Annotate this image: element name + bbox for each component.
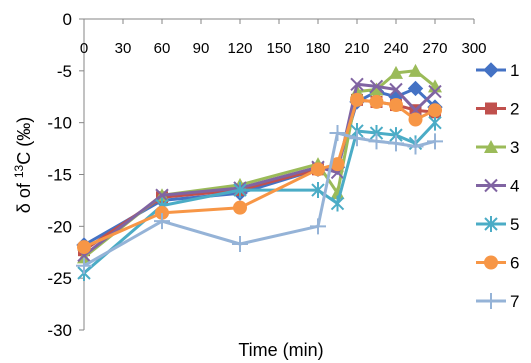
y-axis-label-unit: C (‰) xyxy=(14,117,34,165)
series-line xyxy=(83,98,436,249)
data-point xyxy=(388,135,404,152)
series-7 xyxy=(76,125,443,274)
data-point xyxy=(311,162,325,177)
y-tick-label: -30 xyxy=(47,321,72,340)
data-point xyxy=(369,79,384,94)
data-point xyxy=(389,98,403,113)
x-axis-label: Time (min) xyxy=(238,340,323,360)
x-tick-label: 120 xyxy=(227,40,252,57)
legend-item-6: 6 xyxy=(476,254,519,273)
series-6 xyxy=(77,92,442,255)
legend-label: 3 xyxy=(510,138,519,157)
legend-item-3: 3 xyxy=(476,138,519,157)
data-point xyxy=(77,240,91,255)
legend-item-7: 7 xyxy=(476,292,519,311)
data-point xyxy=(428,114,442,131)
data-point xyxy=(483,293,499,309)
data-point xyxy=(408,112,423,127)
data-point xyxy=(389,82,403,97)
data-point xyxy=(155,205,169,220)
legend-label: 4 xyxy=(510,177,519,196)
legend-item-5: 5 xyxy=(476,215,519,234)
series-4 xyxy=(77,77,442,263)
x-tick-label: 0 xyxy=(80,40,88,57)
legend-label: 1 xyxy=(510,61,519,80)
series-line xyxy=(83,121,437,275)
data-point xyxy=(329,125,346,142)
data-point xyxy=(408,63,423,77)
legend-label: 2 xyxy=(510,100,519,119)
data-point xyxy=(233,200,247,215)
y-axis-label-superscript: 13 xyxy=(12,164,26,178)
data-point xyxy=(350,92,364,107)
series-line xyxy=(83,131,436,268)
y-axis-label: δ of 13C (‰) xyxy=(12,117,34,213)
data-point xyxy=(485,102,497,115)
data-point xyxy=(76,257,92,274)
legend-label: 7 xyxy=(510,292,519,311)
series-line xyxy=(83,87,437,247)
data-point xyxy=(407,138,424,155)
data-point xyxy=(350,77,364,92)
data-point xyxy=(154,213,170,230)
legend-label: 6 xyxy=(510,254,519,273)
data-point xyxy=(330,195,345,212)
x-tick-label: 270 xyxy=(422,40,447,57)
data-point xyxy=(232,235,248,252)
data-point xyxy=(233,182,247,199)
x-tick-label: 240 xyxy=(383,40,408,57)
x-tick-label: 90 xyxy=(193,40,210,57)
data-point xyxy=(483,62,499,78)
data-point xyxy=(310,218,326,235)
data-point xyxy=(368,133,385,150)
x-tick-label: 180 xyxy=(305,40,330,57)
data-point xyxy=(484,255,498,270)
data-point xyxy=(349,130,365,147)
y-tick-label: -20 xyxy=(47,217,72,236)
data-point xyxy=(389,65,403,79)
x-tick-label: 150 xyxy=(266,40,291,57)
data-point xyxy=(484,140,498,153)
x-tick-label: 60 xyxy=(154,40,171,57)
legend-item-2: 2 xyxy=(476,100,519,119)
data-point xyxy=(330,157,345,172)
data-point xyxy=(428,84,442,99)
legend-item-4: 4 xyxy=(476,177,519,196)
legend-item-1: 1 xyxy=(476,61,519,80)
y-tick-label: -25 xyxy=(47,269,72,288)
x-tick-label: 210 xyxy=(344,40,369,57)
data-point xyxy=(428,103,442,118)
y-tick-label: -10 xyxy=(47,114,72,133)
series-line xyxy=(83,69,436,259)
data-point xyxy=(484,216,498,232)
data-point xyxy=(407,80,424,97)
data-point xyxy=(155,188,169,202)
data-point xyxy=(311,182,325,199)
data-point xyxy=(369,94,384,109)
y-axis-label-part: δ of xyxy=(14,178,34,213)
data-point xyxy=(427,133,443,150)
series-line xyxy=(83,82,437,257)
x-tick-label: 30 xyxy=(115,40,132,57)
data-point xyxy=(484,178,498,193)
data-point xyxy=(369,82,384,96)
x-tick-label: 300 xyxy=(461,40,486,57)
legend-label: 5 xyxy=(510,215,519,234)
y-tick-label: 0 xyxy=(63,10,72,29)
y-tick-label: -5 xyxy=(57,62,72,81)
y-tick-label: -15 xyxy=(47,166,72,185)
